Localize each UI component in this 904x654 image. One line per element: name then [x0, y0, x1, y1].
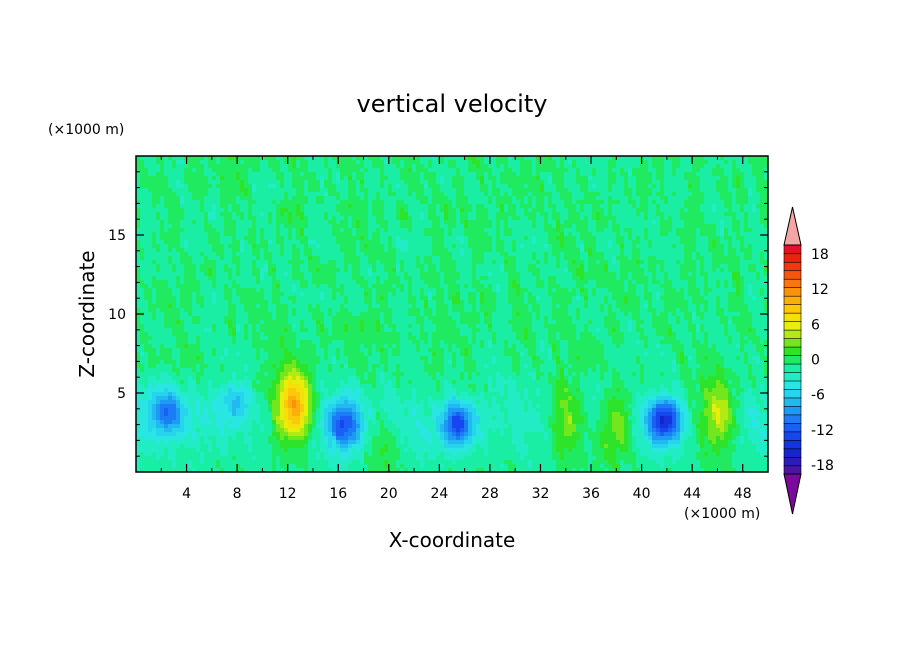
y-tick-label: 10 — [108, 307, 126, 323]
colorbar-label: 12 — [811, 282, 829, 298]
colorbar-swatch — [783, 414, 802, 424]
colorbar-swatch — [783, 270, 802, 280]
colorbar-label: -6 — [811, 388, 825, 404]
colorbar-swatch — [783, 397, 802, 407]
colorbar-swatch — [783, 295, 802, 305]
colorbar-label: -18 — [811, 458, 834, 474]
colorbar-max-triangle — [783, 206, 802, 246]
colorbar-swatch — [783, 439, 802, 450]
y-tick-label: 5 — [117, 386, 126, 402]
colorbar-swatch — [783, 261, 802, 272]
x-axis: 4 8 12 16 20 24 28 32 36 40 44 48 — [160, 156, 752, 502]
x-tick-label: 48 — [734, 486, 752, 502]
colorbar-swatch — [783, 380, 802, 390]
x-tick-label: 40 — [633, 486, 651, 502]
x-tick-label: 44 — [683, 486, 701, 502]
y-axis: 5 10 15 — [108, 171, 768, 457]
colorbar-swatch — [783, 244, 802, 255]
y-axis-title: Z-coordinate — [75, 250, 99, 377]
colorbar-swatch — [783, 465, 802, 475]
colorbar-swatch — [783, 388, 802, 399]
contour-field — [136, 156, 768, 472]
x-tick-label: 16 — [329, 486, 347, 502]
x-axis-title: X-coordinate — [389, 528, 516, 552]
colorbar-swatch — [783, 321, 802, 331]
colorbar-swatch — [783, 431, 802, 441]
colorbar-swatch — [783, 312, 802, 322]
colorbar-swatch — [783, 371, 802, 382]
colorbar-swatch — [783, 287, 802, 297]
x-tick-label: 8 — [233, 486, 242, 502]
colorbar-swatch — [783, 354, 802, 365]
y-tick-label: 15 — [108, 228, 126, 244]
x-tick-label: 24 — [430, 486, 448, 502]
chart-title: vertical velocity — [357, 90, 548, 118]
colorbar-swatch — [783, 346, 802, 356]
x-tick-label: 28 — [481, 486, 499, 502]
colorbar-swatch — [783, 363, 802, 373]
x-tick-label: 32 — [532, 486, 550, 502]
x-unit-label: (×1000 m) — [684, 506, 760, 522]
x-tick-label: 12 — [279, 486, 297, 502]
y-unit-label: (×1000 m) — [48, 122, 124, 138]
colorbar-label: 6 — [811, 317, 820, 333]
colorbar-swatch — [783, 405, 802, 416]
colorbar-swatch — [783, 448, 802, 458]
x-tick-label: 36 — [582, 486, 600, 502]
colorbar-swatch — [783, 253, 802, 263]
colorbar-label: 18 — [811, 247, 829, 263]
colorbar-swatch — [783, 422, 802, 433]
colorbar-swatch — [783, 304, 802, 314]
colorbar-label: 0 — [811, 353, 820, 369]
colorbar-label: -12 — [811, 423, 834, 439]
colorbar-swatch — [783, 329, 802, 339]
colorbar-swatch — [783, 278, 802, 289]
x-tick-label: 20 — [380, 486, 398, 502]
colorbar: 18 12 6 0 -6 -12 -18 — [783, 206, 834, 515]
colorbar-swatch — [783, 456, 802, 467]
colorbar-min-triangle — [783, 473, 802, 515]
colorbar-swatch — [783, 337, 802, 348]
x-tick-label: 4 — [182, 486, 191, 502]
